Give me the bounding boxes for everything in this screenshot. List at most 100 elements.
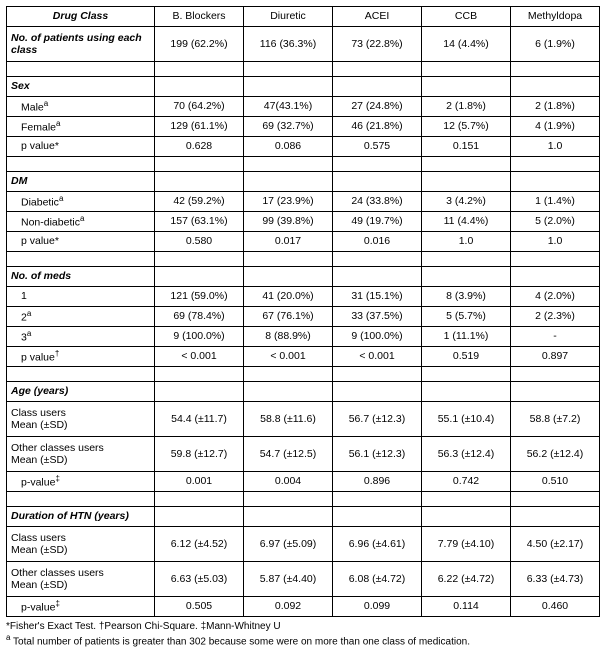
cell: 0.001 [155,472,244,492]
cell: 27 (24.8%) [333,97,422,117]
cell: 56.2 (±12.4) [511,437,600,472]
cell: 1.0 [422,232,511,252]
label-diabetic: Diabetica [7,192,155,212]
cell: 58.8 (±7.2) [511,402,600,437]
cell: 31 (15.1%) [333,287,422,307]
cell: 56.7 (±12.3) [333,402,422,437]
row-meds-header: No. of meds [7,267,600,287]
row-dm-header: DM [7,172,600,192]
cell: 58.8 (±11.6) [244,402,333,437]
label-male: Malea [7,97,155,117]
cell: 67 (76.1%) [244,307,333,327]
header-row: Drug Class B. Blockers Diuretic ACEI CCB… [7,7,600,27]
label-female: Femalea [7,117,155,137]
cell: - [511,327,600,347]
label-m1: 1 [7,287,155,307]
row-female: Femalea 129 (61.1%) 69 (32.7%) 46 (21.8%… [7,117,600,137]
cell: 1 (1.4%) [511,192,600,212]
cell: 73 (22.8%) [333,27,422,62]
label-dur-users: Class users Mean (±SD) [7,527,155,562]
label-m3: 3a [7,327,155,347]
col-diuretic: Diuretic [244,7,333,27]
row-dur-others: Other classes users Mean (±SD) 6.63 (±5.… [7,562,600,597]
section-dm: DM [7,172,155,192]
cell: 0.099 [333,597,422,617]
cell: 0.628 [155,137,244,157]
cell: < 0.001 [333,347,422,367]
cell: 1.0 [511,232,600,252]
footnotes: *Fisher's Exact Test. †Pearson Chi-Squar… [6,617,599,648]
cell: 0.510 [511,472,600,492]
cell: 6.08 (±4.72) [333,562,422,597]
cell: 7.79 (±4.10) [422,527,511,562]
row-age-header: Age (years) [7,382,600,402]
cell: 0.016 [333,232,422,252]
cell: 0.086 [244,137,333,157]
label-age-others: Other classes users Mean (±SD) [7,437,155,472]
cell: 0.004 [244,472,333,492]
cell: 69 (78.4%) [155,307,244,327]
drug-class-table: Drug Class B. Blockers Diuretic ACEI CCB… [6,6,600,617]
row-age-others: Other classes users Mean (±SD) 59.8 (±12… [7,437,600,472]
cell: 2 (2.3%) [511,307,600,327]
cell: 3 (4.2%) [422,192,511,212]
label-dur-others: Other classes users Mean (±SD) [7,562,155,597]
cell: 121 (59.0%) [155,287,244,307]
spacer [7,252,600,267]
cell: 1 (11.1%) [422,327,511,347]
label-dur-p: p-value‡ [7,597,155,617]
cell: 55.1 (±10.4) [422,402,511,437]
cell: 2 (1.8%) [422,97,511,117]
cell: < 0.001 [155,347,244,367]
label-age-users: Class users Mean (±SD) [7,402,155,437]
cell: 0.017 [244,232,333,252]
section-duration: Duration of HTN (years) [7,507,155,527]
row-m3: 3a 9 (100.0%) 8 (88.9%) 9 (100.0%) 1 (11… [7,327,600,347]
cell: 0.505 [155,597,244,617]
cell: 6 (1.9%) [511,27,600,62]
spacer [7,157,600,172]
corner-cell: Drug Class [7,7,155,27]
cell: 0.460 [511,597,600,617]
cell: 157 (63.1%) [155,212,244,232]
cell: 0.092 [244,597,333,617]
cell: 0.114 [422,597,511,617]
cell: 8 (88.9%) [244,327,333,347]
cell: 69 (32.7%) [244,117,333,137]
cell: 41 (20.0%) [244,287,333,307]
cell: 99 (39.8%) [244,212,333,232]
label-sex-p: p value* [7,137,155,157]
cell: 5.87 (±4.40) [244,562,333,597]
cell: 42 (59.2%) [155,192,244,212]
cell: 59.8 (±12.7) [155,437,244,472]
cell: 24 (33.8%) [333,192,422,212]
cell: 46 (21.8%) [333,117,422,137]
row-m2: 2a 69 (78.4%) 67 (76.1%) 33 (37.5%) 5 (5… [7,307,600,327]
cell: 6.22 (±4.72) [422,562,511,597]
cell: 12 (5.7%) [422,117,511,137]
label-n-patients: No. of patients using each class [7,27,155,62]
cell: 2 (1.8%) [511,97,600,117]
cell: 4 (1.9%) [511,117,600,137]
row-sex-p: p value* 0.628 0.086 0.575 0.151 1.0 [7,137,600,157]
cell: 0.575 [333,137,422,157]
cell: 0.519 [422,347,511,367]
cell: 0.896 [333,472,422,492]
col-methyldopa: Methyldopa [511,7,600,27]
cell: 0.897 [511,347,600,367]
spacer [7,62,600,77]
row-meds-p: p value† < 0.001 < 0.001 < 0.001 0.519 0… [7,347,600,367]
spacer [7,492,600,507]
col-acei: ACEI [333,7,422,27]
cell: 9 (100.0%) [155,327,244,347]
row-age-users: Class users Mean (±SD) 54.4 (±11.7) 58.8… [7,402,600,437]
cell: 9 (100.0%) [333,327,422,347]
cell: 49 (19.7%) [333,212,422,232]
section-sex: Sex [7,77,155,97]
cell: 47(43.1%) [244,97,333,117]
cell: 6.12 (±4.52) [155,527,244,562]
label-age-p: p-value‡ [7,472,155,492]
cell: 11 (4.4%) [422,212,511,232]
cell: 0.580 [155,232,244,252]
label-dm-p: p value* [7,232,155,252]
